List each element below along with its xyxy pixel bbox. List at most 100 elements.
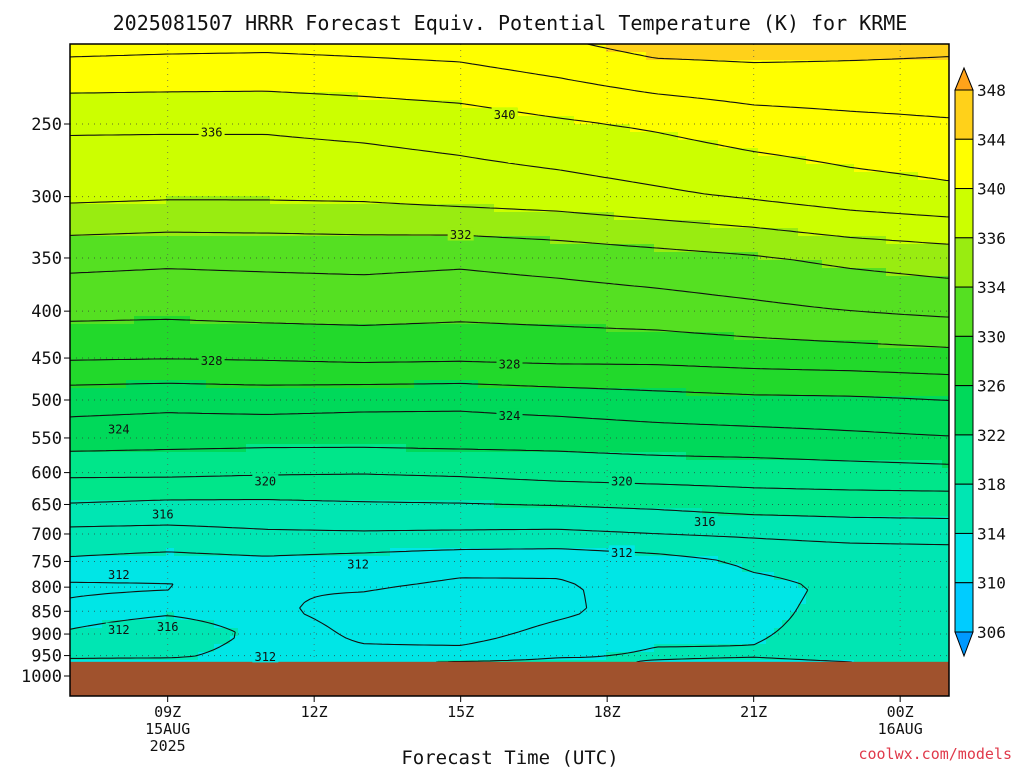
field-cell [918, 300, 927, 309]
field-cell [150, 164, 159, 173]
field-cell [390, 84, 399, 93]
field-cell [886, 380, 895, 389]
field-cell [598, 372, 607, 381]
field-cell [518, 260, 527, 269]
field-cell [462, 300, 471, 309]
field-cell [518, 220, 527, 229]
field-cell [334, 212, 343, 221]
field-cell [662, 124, 671, 133]
field-cell [598, 236, 607, 245]
field-cell [382, 44, 391, 53]
field-cell [742, 388, 751, 397]
field-cell [918, 180, 927, 189]
field-cell [774, 68, 783, 77]
field-cell [550, 388, 559, 397]
field-cell [126, 388, 135, 397]
field-cell [390, 132, 399, 141]
field-cell [670, 380, 679, 389]
field-cell [862, 276, 871, 285]
field-cell [270, 44, 279, 53]
field-cell [158, 284, 167, 293]
field-cell [894, 212, 903, 221]
field-cell [198, 84, 207, 93]
field-cell [822, 172, 831, 181]
field-cell [238, 236, 247, 245]
field-cell [134, 140, 143, 149]
field-cell [110, 204, 119, 213]
field-cell [342, 172, 351, 181]
field-cell [534, 116, 543, 125]
field-cell [70, 236, 79, 245]
field-cell [718, 204, 727, 213]
field-cell [750, 292, 759, 301]
field-cell [814, 356, 823, 365]
field-cell [294, 220, 303, 229]
field-cell [294, 60, 303, 69]
field-cell [454, 268, 463, 277]
field-cell [70, 172, 79, 181]
field-cell [510, 388, 519, 397]
field-cell [670, 44, 679, 53]
field-cell [742, 244, 751, 253]
field-cell [702, 268, 711, 277]
field-cell [510, 100, 519, 109]
field-cell [286, 388, 295, 397]
field-cell [886, 188, 895, 197]
field-cell [246, 404, 255, 413]
field-cell [838, 236, 847, 245]
field-cell [622, 188, 631, 197]
field-cell [350, 108, 359, 117]
field-cell [174, 252, 183, 261]
field-cell [150, 92, 159, 101]
field-cell [102, 92, 111, 101]
field-cell [222, 316, 231, 325]
field-cell [558, 148, 567, 157]
field-cell [878, 76, 887, 85]
field-cell [574, 92, 583, 101]
field-cell [374, 372, 383, 381]
field-cell [654, 140, 663, 149]
field-cell [470, 172, 479, 181]
field-cell [438, 156, 447, 165]
field-cell [758, 84, 767, 93]
field-cell [574, 348, 583, 357]
field-cell [350, 76, 359, 85]
field-cell [70, 284, 79, 293]
field-cell [294, 172, 303, 181]
field-cell [94, 292, 103, 301]
field-cell [174, 244, 183, 253]
field-cell [638, 204, 647, 213]
field-cell [478, 220, 487, 229]
field-cell [534, 372, 543, 381]
field-cell [158, 108, 167, 117]
field-cell [758, 268, 767, 277]
field-cell [678, 52, 687, 61]
field-cell [726, 84, 735, 93]
field-cell [422, 148, 431, 157]
field-cell [254, 204, 263, 213]
field-cell [310, 188, 319, 197]
field-cell [814, 156, 823, 165]
field-cell [886, 84, 895, 93]
field-cell [374, 332, 383, 341]
field-cell [310, 204, 319, 213]
field-cell [494, 76, 503, 85]
field-cell [726, 348, 735, 357]
field-cell [638, 132, 647, 141]
field-cell [742, 220, 751, 229]
field-cell [302, 212, 311, 221]
field-cell [766, 324, 775, 333]
field-cell [182, 188, 191, 197]
field-cell [526, 124, 535, 133]
field-cell [630, 324, 639, 333]
field-cell [454, 44, 463, 53]
field-cell [646, 348, 655, 357]
field-cell [270, 300, 279, 309]
field-cell [870, 132, 879, 141]
field-cell [406, 388, 415, 397]
field-cell [822, 236, 831, 245]
field-cell [750, 84, 759, 93]
field-cell [918, 356, 927, 365]
field-cell [550, 292, 559, 301]
field-cell [726, 204, 735, 213]
